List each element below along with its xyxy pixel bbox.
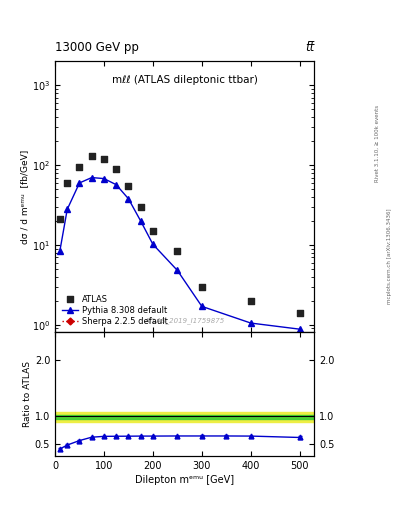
- ATLAS: [76, 163, 83, 171]
- Pythia 8.308 default: [57, 247, 62, 253]
- ATLAS: [297, 309, 303, 317]
- Pythia 8.308 default: [114, 182, 119, 188]
- Text: mℓℓ (ATLAS dileptonic ttbar): mℓℓ (ATLAS dileptonic ttbar): [112, 75, 258, 85]
- Text: ATLAS_2019_I1759875: ATLAS_2019_I1759875: [145, 317, 225, 324]
- Text: mcplots.cern.ch [arXiv:1306.3436]: mcplots.cern.ch [arXiv:1306.3436]: [387, 208, 391, 304]
- Bar: [55, 415, 314, 419]
- ATLAS: [88, 152, 95, 160]
- Text: tt̅: tt̅: [305, 41, 314, 54]
- Pythia 8.308 default: [138, 218, 143, 224]
- Legend: ATLAS, Pythia 8.308 default, Sherpa 2.2.5 default: ATLAS, Pythia 8.308 default, Sherpa 2.2.…: [59, 292, 170, 328]
- ATLAS: [174, 246, 180, 254]
- ATLAS: [199, 283, 205, 291]
- Pythia 8.308 default: [248, 320, 253, 326]
- Y-axis label: dσ / d mᵉᵐᵘ  [fb/GeV]: dσ / d mᵉᵐᵘ [fb/GeV]: [20, 150, 29, 244]
- ATLAS: [125, 182, 132, 190]
- Y-axis label: Ratio to ATLAS: Ratio to ATLAS: [23, 361, 32, 427]
- Pythia 8.308 default: [200, 303, 204, 309]
- Pythia 8.308 default: [89, 175, 94, 181]
- Pythia 8.308 default: [77, 180, 82, 186]
- Pythia 8.308 default: [65, 206, 70, 212]
- Pythia 8.308 default: [102, 176, 107, 182]
- Pythia 8.308 default: [126, 196, 131, 202]
- Text: 13000 GeV pp: 13000 GeV pp: [55, 41, 139, 54]
- ATLAS: [101, 155, 107, 163]
- ATLAS: [138, 203, 144, 211]
- Pythia 8.308 default: [175, 267, 180, 273]
- ATLAS: [150, 227, 156, 235]
- X-axis label: Dilepton mᵉᵐᵘ [GeV]: Dilepton mᵉᵐᵘ [GeV]: [135, 475, 234, 485]
- Pythia 8.308 default: [151, 241, 155, 247]
- Bar: [55, 412, 314, 422]
- ATLAS: [113, 165, 119, 173]
- ATLAS: [57, 215, 63, 223]
- Line: Pythia 8.308 default: Pythia 8.308 default: [57, 175, 303, 332]
- ATLAS: [248, 296, 254, 305]
- ATLAS: [64, 179, 70, 187]
- Pythia 8.308 default: [298, 326, 302, 332]
- Text: Rivet 3.1.10, ≥ 100k events: Rivet 3.1.10, ≥ 100k events: [375, 105, 380, 182]
